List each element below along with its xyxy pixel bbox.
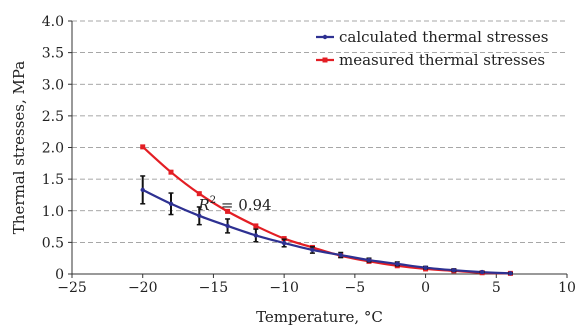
point-calculated bbox=[310, 247, 315, 253]
y-tick-label: 2.0 bbox=[42, 141, 64, 157]
legend-label-calculated: calculated thermal stresses bbox=[339, 28, 548, 46]
y-tick-labels: 0 0.5 1.0 1.5 2.0 2.5 3.0 3.5 4.0 bbox=[42, 14, 64, 283]
series-layer bbox=[140, 144, 513, 276]
point-calculated bbox=[451, 268, 457, 273]
legend: calculated thermal stresses measured the… bbox=[316, 28, 548, 69]
point-calculated bbox=[479, 269, 485, 275]
r-squared-prefix: R bbox=[197, 196, 209, 214]
x-tick-labels: −25 −20 −15 −10 −5 0 5 10 bbox=[57, 280, 576, 296]
point-calculated bbox=[281, 240, 287, 246]
point-measured bbox=[225, 208, 231, 214]
y-axis-label: Thermal stresses, MPa bbox=[10, 61, 28, 235]
gridlines bbox=[72, 20, 567, 243]
x-tick-label: −25 bbox=[57, 280, 87, 296]
x-tick-label: 10 bbox=[558, 280, 576, 296]
point-measured bbox=[140, 144, 146, 150]
point-calculated bbox=[197, 213, 202, 219]
y-tick-label: 1.5 bbox=[42, 172, 64, 188]
legend-marker-measured bbox=[322, 57, 328, 63]
y-tick-label: 1.0 bbox=[42, 204, 64, 220]
x-tick-label: −5 bbox=[345, 280, 366, 296]
r-squared-exponent: 2 bbox=[210, 195, 216, 206]
x-axis-label: Temperature, °C bbox=[256, 308, 383, 326]
point-calculated bbox=[140, 187, 145, 193]
point-measured bbox=[253, 223, 259, 229]
r-squared-value: = 0.94 bbox=[216, 196, 272, 214]
legend-marker-calculated bbox=[322, 34, 328, 40]
point-measured bbox=[168, 169, 174, 175]
x-tick-label: −15 bbox=[199, 280, 229, 296]
x-tick-label: 5 bbox=[492, 280, 501, 296]
x-tick-label: −10 bbox=[269, 280, 299, 296]
point-measured bbox=[196, 191, 202, 197]
y-tick-label: 3.0 bbox=[42, 77, 64, 93]
point-calculated bbox=[225, 223, 230, 229]
point-calculated bbox=[338, 252, 343, 258]
point-calculated bbox=[508, 271, 513, 276]
y-tick-label: 0.5 bbox=[42, 235, 64, 251]
point-calculated bbox=[168, 201, 174, 206]
legend-item-calculated: calculated thermal stresses bbox=[316, 28, 548, 46]
legend-label-measured: measured thermal stresses bbox=[339, 51, 545, 69]
point-calculated bbox=[366, 257, 372, 263]
y-tick-label: 4.0 bbox=[42, 14, 64, 30]
series-line-calculated bbox=[142, 188, 511, 275]
y-tick-label: 2.5 bbox=[42, 109, 64, 125]
y-tick-label: 3.5 bbox=[42, 46, 64, 62]
point-calculated bbox=[423, 265, 428, 270]
point-calculated bbox=[395, 261, 400, 267]
legend-item-measured: measured thermal stresses bbox=[316, 51, 545, 69]
y-tick-label: 0 bbox=[55, 267, 64, 283]
r-squared-annotation: R2 = 0.94 bbox=[197, 195, 271, 214]
x-tick-label: −20 bbox=[128, 280, 158, 296]
x-tick-label: 0 bbox=[421, 280, 430, 296]
point-calculated bbox=[253, 233, 259, 238]
